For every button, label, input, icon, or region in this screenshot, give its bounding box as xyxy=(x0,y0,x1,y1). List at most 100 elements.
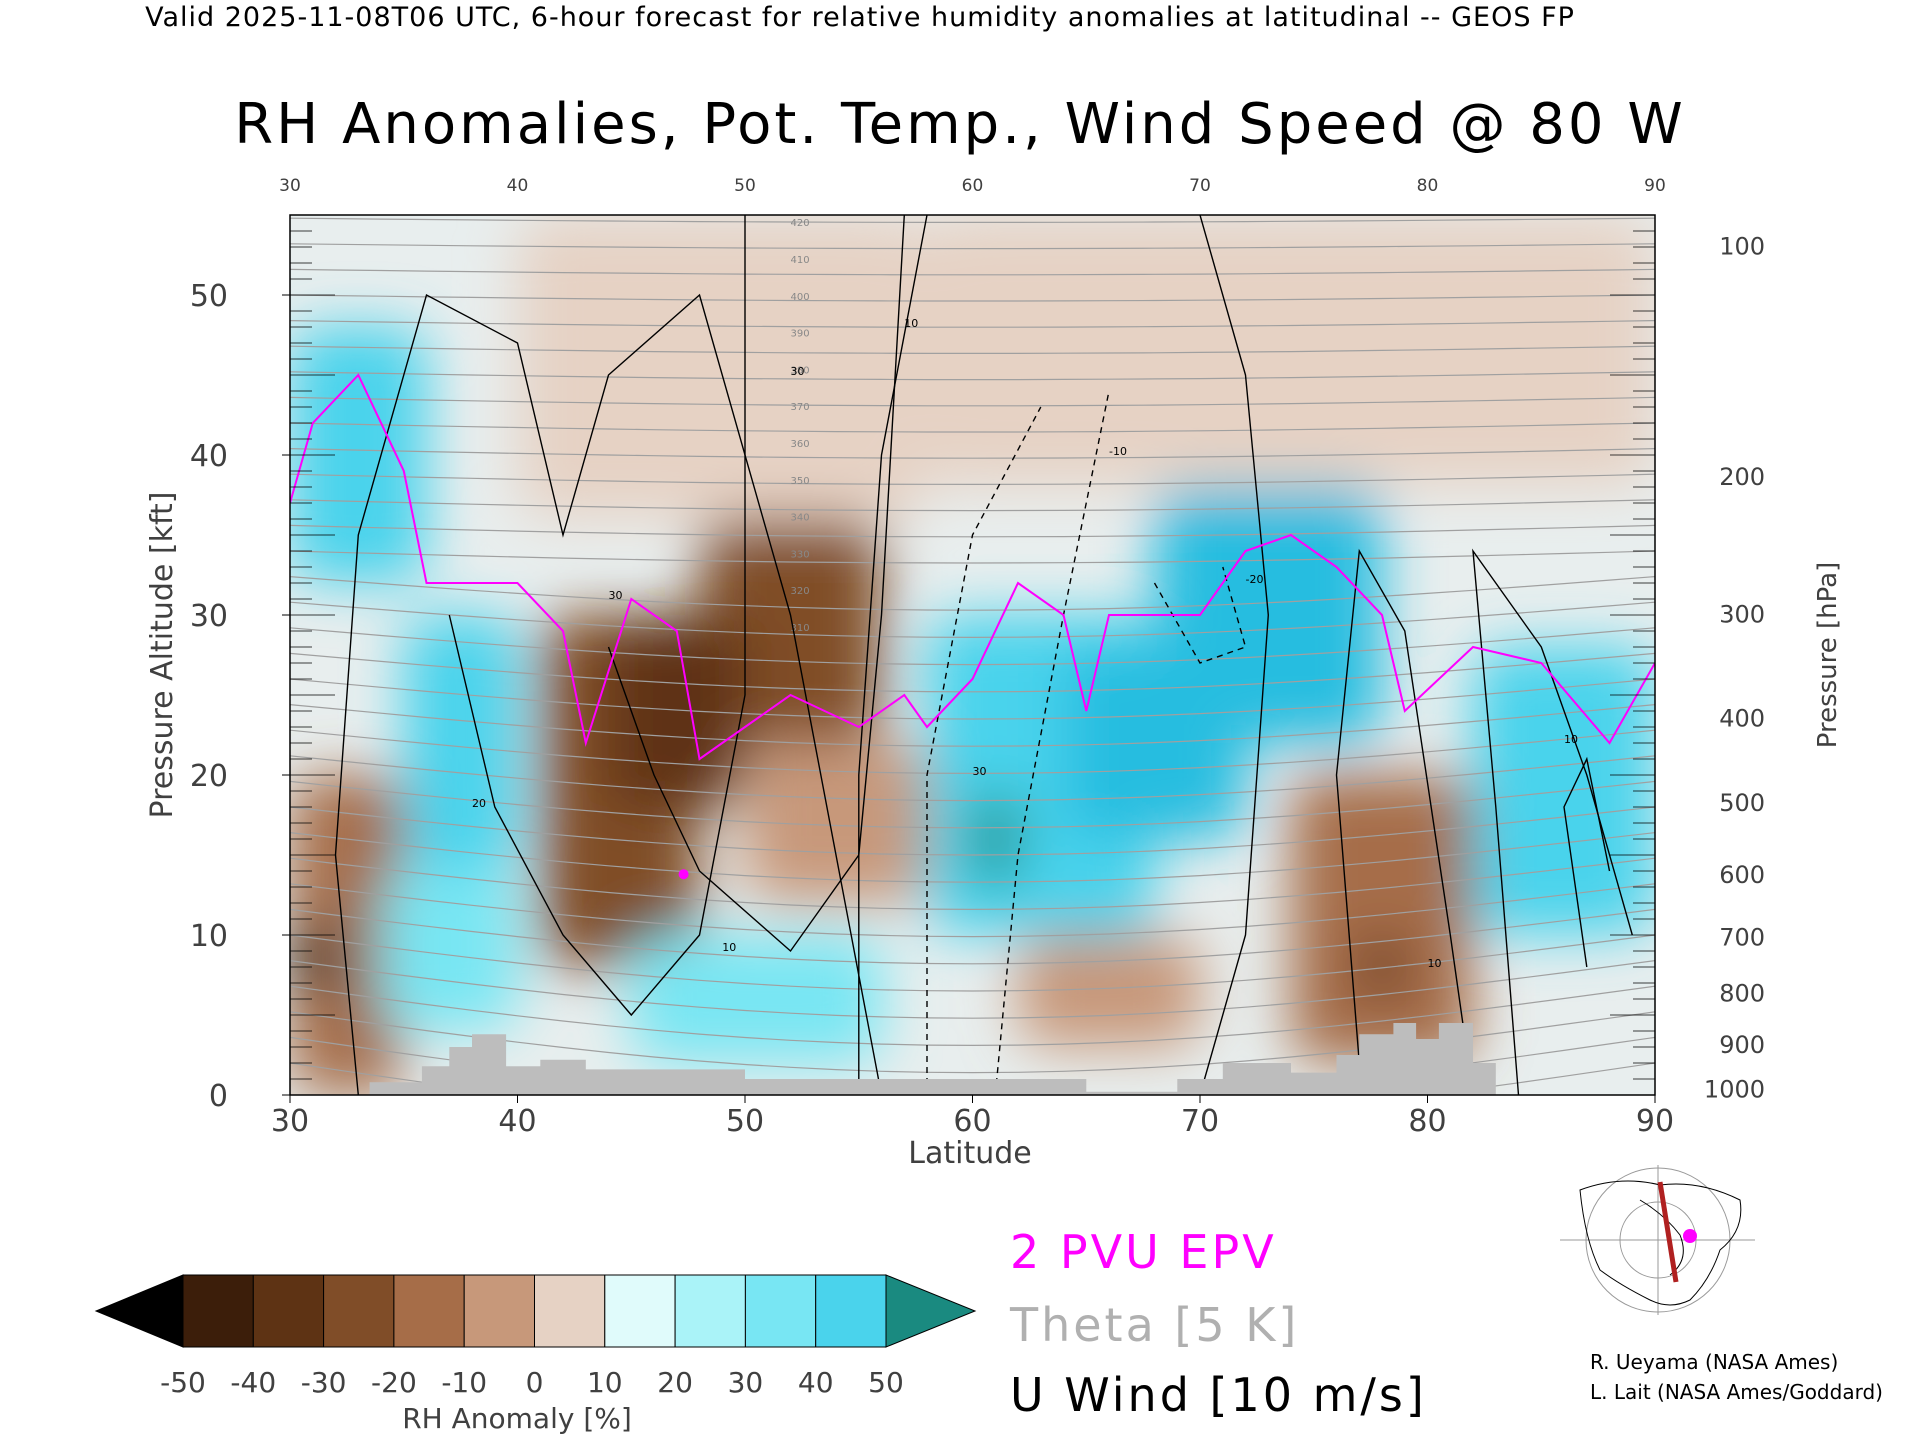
y-tick-label: 40 xyxy=(190,439,228,474)
colorbar-swatch xyxy=(815,1274,887,1348)
x-tick-label: 60 xyxy=(953,1104,991,1139)
wind-label: -10 xyxy=(1109,445,1127,458)
x-axis: 30 40 50 60 70 80 90 xyxy=(271,1095,1674,1139)
pressure-tick-label: 700 xyxy=(1719,924,1765,952)
theta-contour xyxy=(290,780,1655,829)
theta-contour xyxy=(290,422,1655,433)
wind-contour xyxy=(607,215,905,953)
theta-label: 370 xyxy=(791,402,810,413)
theta-contour xyxy=(290,806,1655,856)
y-axis-label-right: Pressure [hPa] xyxy=(1813,562,1843,749)
rh-cell xyxy=(517,215,927,519)
theta-contour xyxy=(290,448,1655,459)
theta-contour xyxy=(290,678,1655,720)
epv-dot xyxy=(678,869,689,880)
wind-contour xyxy=(1153,566,1247,664)
colorbar-tick-label: -10 xyxy=(441,1366,487,1399)
y-tick-label: 20 xyxy=(190,759,228,794)
epv-contour xyxy=(290,373,1655,761)
x-tick-label: 70 xyxy=(1181,1104,1219,1139)
rh-cell xyxy=(290,327,427,583)
rh-cell xyxy=(972,791,1018,887)
colorbar-swatch xyxy=(463,1274,536,1348)
wind-contour xyxy=(994,390,1110,1095)
top-x-axis: 30 40 50 60 70 80 90 xyxy=(279,176,1666,196)
wind-contour xyxy=(1199,215,1270,1095)
rh-cell xyxy=(1018,935,1200,1047)
colorbar-swatch xyxy=(252,1274,325,1348)
rh-cell xyxy=(1359,935,1405,999)
wind-contours: 20 30 30 10 30 -10 -20 10 10 10 xyxy=(334,215,1633,1095)
y-tick-label: 50 xyxy=(190,279,228,314)
y-tick-label: 10 xyxy=(190,919,228,954)
terrain-shape xyxy=(369,1023,1496,1095)
pressure-tick-label: 600 xyxy=(1719,861,1765,889)
pressure-tick-label: 200 xyxy=(1719,463,1765,491)
theta-label: 320 xyxy=(791,586,810,597)
pressure-tick-label: 100 xyxy=(1719,232,1765,260)
theta-contour xyxy=(290,985,1655,1047)
wind-label: 10 xyxy=(904,317,918,330)
wind-label: 30 xyxy=(973,765,987,778)
map-coastline xyxy=(1639,1199,1684,1276)
top-x-tick-label: 60 xyxy=(962,176,984,196)
wind-contour xyxy=(926,406,1042,1095)
theta-contour xyxy=(290,652,1655,693)
theta-contour xyxy=(290,601,1655,639)
rh-cell xyxy=(381,871,518,1031)
theta-label: 380 xyxy=(791,365,810,376)
colorbar-tick-label: 0 xyxy=(526,1366,544,1399)
theta-contour xyxy=(290,729,1655,775)
x-tick-label: 80 xyxy=(1408,1104,1446,1139)
colorbar-tick-label: 40 xyxy=(798,1366,834,1399)
theta-label: 360 xyxy=(791,439,810,450)
x-tick-label: 50 xyxy=(726,1104,764,1139)
theta-contour xyxy=(290,294,1655,302)
theta-label: 330 xyxy=(791,549,810,560)
colorbar-swatch xyxy=(604,1274,676,1348)
theta-label: 350 xyxy=(791,476,810,487)
top-x-tick-label: 80 xyxy=(1417,176,1439,196)
top-x-tick-label: 70 xyxy=(1189,176,1211,196)
pressure-tick-label: 300 xyxy=(1719,600,1765,628)
valid-time-line: Valid 2025-11-08T06 UTC, 6-hour forecast… xyxy=(145,2,1575,33)
rh-cell xyxy=(631,935,882,1063)
colorbar: -50 -40 -30 -20 -10 0 10 20 30 40 50 xyxy=(94,1274,977,1399)
colorbar-swatch xyxy=(674,1274,746,1348)
theta-contour xyxy=(290,345,1655,354)
rh-cell xyxy=(1291,775,1473,1063)
top-x-tick-label: 50 xyxy=(734,176,756,196)
wind-label: 10 xyxy=(722,941,736,954)
colorbar-swatch xyxy=(534,1274,606,1348)
theta-contour xyxy=(290,371,1655,381)
top-x-tick-label: 40 xyxy=(507,176,529,196)
theta-label: 310 xyxy=(791,623,810,634)
colorbar-tick-label: 50 xyxy=(868,1366,904,1399)
wind-label: 30 xyxy=(609,589,623,602)
theta-contour xyxy=(290,320,1655,328)
theta-contour xyxy=(290,832,1655,883)
theta-contour xyxy=(290,217,1655,223)
wind-contour xyxy=(448,215,746,1017)
top-x-tick-label: 30 xyxy=(279,176,301,196)
rh-cell xyxy=(403,615,518,871)
pressure-tick-label: 500 xyxy=(1719,789,1765,817)
colorbar-tick-label: -50 xyxy=(160,1366,206,1399)
colorbar-arrow-right xyxy=(885,1274,977,1348)
colorbar-tick-label: -30 xyxy=(301,1366,347,1399)
theta-contour xyxy=(290,704,1655,747)
wind-contour xyxy=(1472,548,1633,1095)
theta-contour xyxy=(290,576,1655,611)
theta-contour xyxy=(290,908,1655,965)
rh-cell xyxy=(608,615,745,807)
pressure-tick-label: 400 xyxy=(1719,704,1765,732)
cross-section-line xyxy=(1657,1181,1679,1283)
credit-line-1: R. Ueyama (NASA Ames) xyxy=(1590,1350,1839,1374)
colorbar-tick-label: -20 xyxy=(371,1366,417,1399)
colorbar-arrow-left xyxy=(94,1274,184,1348)
pressure-tick-label: 900 xyxy=(1719,1031,1765,1059)
theta-label: 390 xyxy=(791,329,810,340)
y-axis-kft: 0 10 20 30 40 50 xyxy=(190,214,1655,1114)
wind-label: -20 xyxy=(1246,573,1264,586)
